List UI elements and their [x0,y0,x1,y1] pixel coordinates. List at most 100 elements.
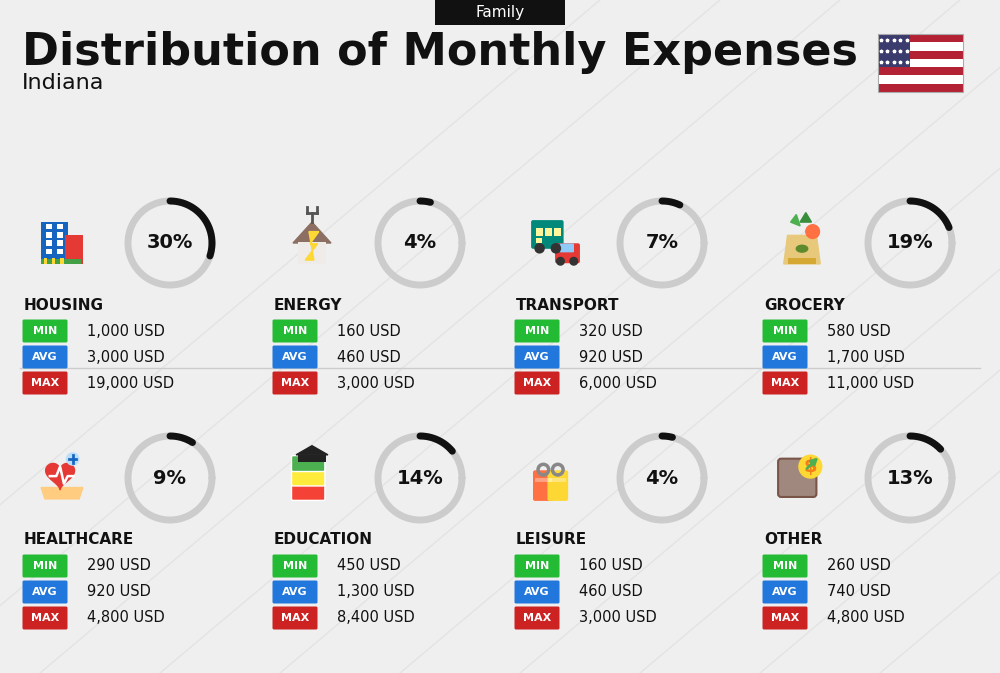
FancyBboxPatch shape [560,244,574,252]
FancyBboxPatch shape [788,258,816,264]
FancyBboxPatch shape [44,258,47,264]
FancyBboxPatch shape [46,223,52,229]
Text: 1,300 USD: 1,300 USD [337,584,415,600]
Text: AVG: AVG [32,352,58,362]
FancyBboxPatch shape [555,243,580,263]
Text: 1,700 USD: 1,700 USD [827,349,905,365]
FancyBboxPatch shape [878,59,962,67]
Polygon shape [784,236,820,264]
FancyBboxPatch shape [878,34,910,67]
Text: $: $ [804,457,817,476]
Text: 160 USD: 160 USD [337,324,401,339]
FancyBboxPatch shape [514,581,560,604]
Text: MAX: MAX [281,378,309,388]
Text: MAX: MAX [771,613,799,623]
Text: MAX: MAX [31,378,59,388]
Text: MIN: MIN [525,561,549,571]
FancyBboxPatch shape [22,371,68,394]
Polygon shape [296,446,328,455]
Text: 4%: 4% [403,234,437,252]
Text: AVG: AVG [282,587,308,597]
Text: MIN: MIN [283,326,307,336]
Circle shape [551,244,560,253]
Text: 160 USD: 160 USD [579,559,643,573]
Text: MIN: MIN [525,326,549,336]
FancyBboxPatch shape [272,371,318,394]
Text: 13%: 13% [887,468,933,487]
Polygon shape [800,213,812,222]
FancyBboxPatch shape [514,345,560,369]
Text: 4%: 4% [645,468,679,487]
Circle shape [799,455,822,478]
Text: 920 USD: 920 USD [579,349,643,365]
FancyBboxPatch shape [272,581,318,604]
FancyBboxPatch shape [763,555,808,577]
Text: 4,800 USD: 4,800 USD [87,610,165,625]
FancyBboxPatch shape [549,478,566,482]
Text: MAX: MAX [31,613,59,623]
Text: 8,400 USD: 8,400 USD [337,610,415,625]
FancyBboxPatch shape [52,258,55,264]
Text: Distribution of Monthly Expenses: Distribution of Monthly Expenses [22,32,858,75]
Text: 30%: 30% [147,234,193,252]
Polygon shape [293,222,331,243]
Text: ENERGY: ENERGY [274,297,342,312]
FancyBboxPatch shape [46,240,52,246]
Text: OTHER: OTHER [764,532,822,548]
Text: MAX: MAX [771,378,799,388]
Text: 3,000 USD: 3,000 USD [87,349,165,365]
Text: 320 USD: 320 USD [579,324,643,339]
Text: 7%: 7% [646,234,678,252]
FancyBboxPatch shape [57,223,63,229]
Text: EDUCATION: EDUCATION [274,532,373,548]
Text: MIN: MIN [33,326,57,336]
FancyBboxPatch shape [878,50,962,59]
FancyBboxPatch shape [778,459,816,497]
FancyBboxPatch shape [292,456,325,472]
Text: 920 USD: 920 USD [87,584,151,600]
Polygon shape [305,232,319,260]
FancyBboxPatch shape [272,320,318,343]
FancyBboxPatch shape [22,581,68,604]
Text: MAX: MAX [281,613,309,623]
FancyBboxPatch shape [46,232,52,238]
FancyBboxPatch shape [272,555,318,577]
FancyBboxPatch shape [536,238,542,243]
Circle shape [535,244,544,253]
Text: 1,000 USD: 1,000 USD [87,324,165,339]
Text: 6,000 USD: 6,000 USD [579,376,657,390]
FancyBboxPatch shape [514,371,560,394]
FancyBboxPatch shape [514,320,560,343]
Text: Family: Family [475,5,525,20]
FancyBboxPatch shape [292,470,325,486]
Text: MAX: MAX [523,378,551,388]
FancyBboxPatch shape [878,42,962,50]
FancyBboxPatch shape [514,606,560,629]
Text: Indiana: Indiana [22,73,104,93]
FancyBboxPatch shape [22,606,68,629]
FancyBboxPatch shape [57,249,63,254]
FancyBboxPatch shape [65,236,83,264]
Text: 11,000 USD: 11,000 USD [827,376,914,390]
Text: MAX: MAX [523,613,551,623]
FancyBboxPatch shape [878,34,962,42]
Polygon shape [41,487,83,499]
FancyBboxPatch shape [435,0,565,25]
Text: 19%: 19% [887,234,933,252]
Text: 4,800 USD: 4,800 USD [827,610,905,625]
Text: AVG: AVG [282,352,308,362]
Text: HOUSING: HOUSING [24,297,104,312]
FancyBboxPatch shape [554,227,561,236]
FancyBboxPatch shape [878,83,962,92]
Circle shape [67,453,79,465]
Text: 19,000 USD: 19,000 USD [87,376,174,390]
Polygon shape [791,215,800,226]
FancyBboxPatch shape [57,232,63,238]
FancyBboxPatch shape [763,606,808,629]
FancyBboxPatch shape [292,485,325,501]
Text: 3,000 USD: 3,000 USD [579,610,657,625]
FancyBboxPatch shape [22,345,68,369]
Text: AVG: AVG [772,352,798,362]
Ellipse shape [796,245,808,252]
FancyBboxPatch shape [878,67,962,75]
